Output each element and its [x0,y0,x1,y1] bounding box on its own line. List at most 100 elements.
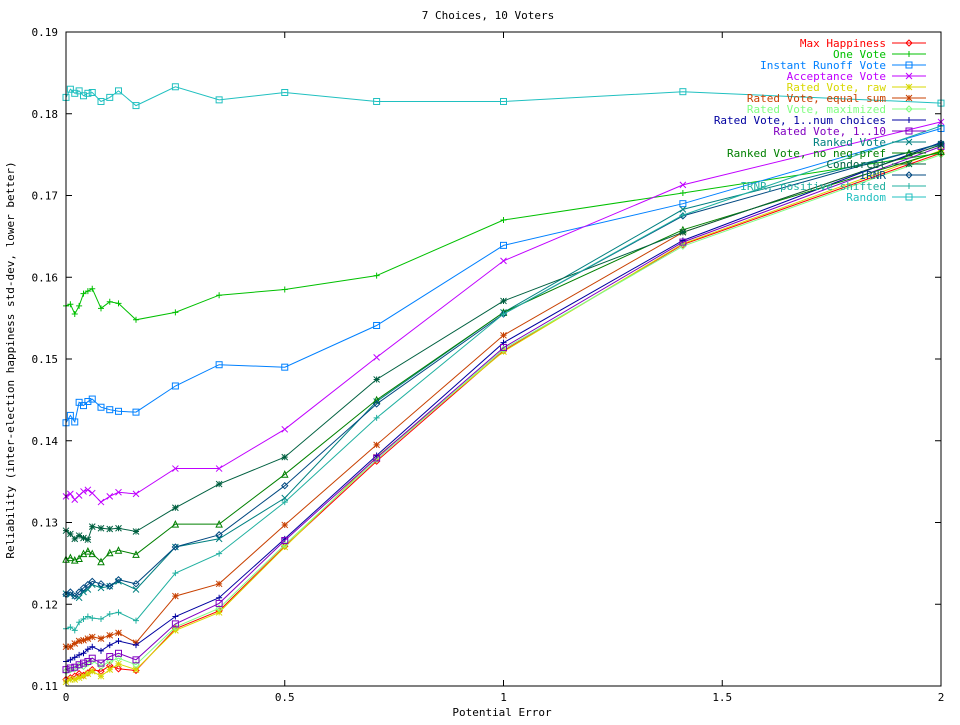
legend-label: One Vote [833,48,886,61]
data-point [80,534,87,542]
data-point [373,376,380,383]
data-point [500,344,507,352]
legend-label: IRNR, positive shifted [740,180,886,193]
legend-label: Rated Vote, 1..num choices [714,114,886,127]
data-point [373,454,381,462]
data-point [89,285,96,292]
plot-series [62,83,945,686]
data-point [71,311,78,318]
data-point [133,617,139,624]
legend-label: Max Happiness [800,37,886,50]
data-point [281,363,289,371]
data-point [106,525,114,533]
data-point [679,88,687,96]
data-point [373,441,380,449]
legend-label: Random [846,191,886,204]
data-point [114,665,123,673]
data-point [905,61,913,69]
data-point [80,402,87,410]
data-point [88,489,96,497]
y-tick-label: 0.13 [32,517,59,530]
data-point [84,646,91,653]
data-point [373,414,380,421]
series-line [65,86,942,107]
legend-label: Rated Vote, maximized [747,103,886,116]
data-point [98,305,104,312]
data-point [679,228,687,236]
data-point [132,656,140,664]
y-tick-label: 0.14 [32,435,59,448]
data-point [88,577,96,586]
data-point [905,94,913,102]
data-point [80,290,87,297]
data-point [373,354,380,361]
data-point [372,455,381,464]
data-point [215,580,223,588]
data-point [215,531,223,539]
data-point [373,272,380,279]
data-point [114,576,123,584]
data-point [906,183,912,189]
data-point [500,241,507,249]
data-point [172,465,179,472]
series-8 [62,142,945,674]
data-point [133,642,139,649]
data-point [67,301,74,308]
data-point [66,664,74,672]
data-point [114,654,123,662]
data-point [906,117,912,123]
data-point [281,286,288,293]
data-point [115,660,122,668]
series-2 [62,124,945,427]
data-point [500,217,507,224]
x-tick-label: 1.5 [712,691,732,704]
legend-label: Ranked Vote [813,136,886,149]
data-point [172,570,179,577]
data-point [106,492,114,500]
data-point [80,488,87,495]
series-line [65,154,942,672]
data-point [80,92,87,100]
data-point [215,520,223,528]
data-point [115,609,122,616]
series-line [65,125,942,632]
data-point [98,615,104,622]
x-tick-label: 0.5 [275,691,295,704]
data-point [172,613,179,620]
data-point [905,160,913,168]
series-line [65,150,942,563]
data-point [215,361,223,369]
data-point [75,637,83,645]
data-point [88,395,96,403]
data-point [71,592,79,600]
y-tick-label: 0.19 [32,26,59,39]
data-point [97,659,105,667]
data-point [80,672,87,680]
data-point [132,102,140,110]
data-point [67,530,74,538]
data-point [500,311,507,318]
data-point [114,546,123,554]
data-point [132,661,140,669]
y-tick-label: 0.15 [32,353,59,366]
data-point [98,647,104,654]
data-point [106,611,113,618]
data-point [88,88,96,96]
data-point [97,635,105,642]
data-point [75,588,83,596]
y-tick-label: 0.11 [32,680,59,693]
series-3 [62,118,945,506]
data-point [97,662,105,671]
data-point [66,85,74,93]
plot-frame [65,31,942,687]
data-point [97,580,105,588]
x-tick-label: 1 [500,691,507,704]
data-point [79,584,88,592]
data-point [88,549,97,558]
legend-label: Instant Runoff Vote [760,59,886,72]
data-point [905,127,913,135]
data-point [80,615,87,622]
data-point [71,654,78,661]
